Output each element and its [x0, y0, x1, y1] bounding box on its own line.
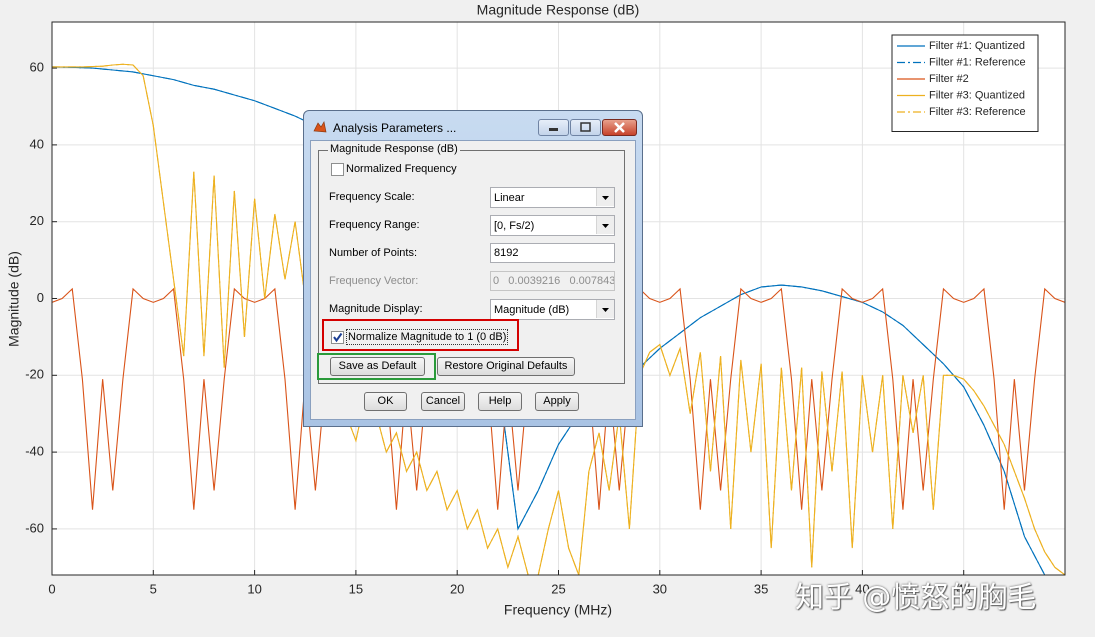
checkbox-label: Normalize Magnitude to 1 (0 dB): [346, 329, 509, 345]
y-tick-label: -40: [25, 444, 44, 459]
minimize-button[interactable]: [538, 119, 569, 136]
legend-label: Filter #2: [929, 73, 969, 85]
text-field-disabled: 0 0.0039216 0.007843: [490, 271, 615, 291]
watermark: 知乎 @愤怒的胸毛: [795, 580, 1037, 614]
button[interactable]: Restore Original Defaults: [437, 357, 575, 376]
y-tick-label: -60: [25, 520, 44, 535]
highlight-box-red: [322, 319, 519, 351]
x-tick-label: 35: [754, 581, 768, 596]
dropdown[interactable]: Magnitude (dB): [490, 299, 615, 320]
legend-label: Filter #1: Reference: [929, 56, 1026, 68]
x-tick-label: 10: [247, 581, 261, 596]
highlight-box-green: [317, 353, 436, 380]
field-value: 8192: [494, 247, 519, 259]
field-label: Frequency Range:: [329, 219, 420, 231]
field-value: 0 0.0039216 0.007843: [493, 275, 615, 287]
button[interactable]: Help: [478, 392, 522, 411]
field-label: Frequency Scale:: [329, 191, 415, 203]
group-box: [318, 150, 625, 384]
x-axis-label: Frequency (MHz): [504, 602, 612, 618]
legend-box: [891, 34, 1039, 132]
y-axis-label: Magnitude (dB): [6, 251, 22, 347]
dialog-icon: [313, 121, 327, 133]
dropdown-value: Magnitude (dB): [494, 304, 570, 316]
button[interactable]: Save as Default: [330, 357, 425, 376]
y-tick-label: 0: [37, 290, 44, 305]
x-tick-label: 20: [450, 581, 464, 596]
maximize-button[interactable]: [570, 119, 601, 136]
x-tick-label: 25: [551, 581, 565, 596]
y-tick-label: -20: [25, 367, 44, 382]
y-tick-label: 20: [30, 213, 44, 228]
x-tick-label: 15: [349, 581, 363, 596]
close-button[interactable]: [602, 119, 637, 136]
y-tick-label: 40: [30, 136, 44, 151]
button[interactable]: Cancel: [421, 392, 465, 411]
button[interactable]: OK: [364, 392, 407, 411]
checkbox[interactable]: [331, 163, 344, 176]
text-field[interactable]: 8192: [490, 243, 615, 263]
checkbox[interactable]: [331, 331, 344, 344]
field-label: Number of Points:: [329, 247, 418, 259]
x-tick-label: 30: [653, 581, 667, 596]
series-line: [52, 66, 1065, 575]
series-line: [52, 63, 1065, 575]
dropdown[interactable]: Linear: [490, 187, 615, 208]
legend-label: Filter #3: Reference: [929, 106, 1026, 118]
field-label: Magnitude Display:: [329, 303, 423, 315]
x-tick-label: 5: [150, 581, 157, 596]
dialog-title: Analysis Parameters ...: [333, 121, 457, 135]
x-tick-label: 45: [956, 581, 970, 596]
button[interactable]: Apply: [535, 392, 579, 411]
dropdown-value: Linear: [494, 192, 525, 204]
y-tick-label: 60: [30, 60, 44, 75]
checkbox-label: Normalized Frequency: [346, 163, 457, 175]
field-label: Frequency Vector:: [329, 275, 419, 287]
x-tick-label: 40: [855, 581, 869, 596]
legend-label: Filter #1: Quantized: [929, 40, 1025, 52]
chart-title: Magnitude Response (dB): [477, 2, 640, 18]
group-title: Magnitude Response (dB): [328, 142, 460, 156]
check-mark: [333, 332, 343, 343]
legend-label: Filter #3: Quantized: [929, 89, 1025, 101]
dropdown[interactable]: [0, Fs/2): [490, 215, 615, 236]
x-tick-label: 0: [48, 581, 55, 596]
axes-box: [51, 21, 1066, 576]
dropdown-value: [0, Fs/2): [494, 220, 535, 232]
